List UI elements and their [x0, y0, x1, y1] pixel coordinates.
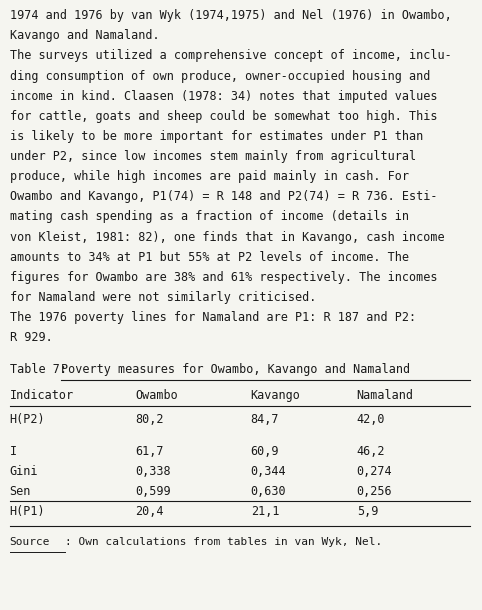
Text: 46,2: 46,2 — [357, 445, 385, 458]
Text: 0,344: 0,344 — [251, 465, 286, 478]
Text: Table 7:: Table 7: — [10, 364, 74, 376]
Text: von Kleist, 1981: 82), one finds that in Kavango, cash income: von Kleist, 1981: 82), one finds that in… — [10, 231, 444, 243]
Text: Owambo and Kavango, P1(74) = R 148 and P2(74) = R 736. Esti-: Owambo and Kavango, P1(74) = R 148 and P… — [10, 190, 437, 203]
Text: under P2, since low incomes stem mainly from agricultural: under P2, since low incomes stem mainly … — [10, 150, 416, 163]
Text: R 929.: R 929. — [10, 331, 53, 344]
Text: Indicator: Indicator — [10, 389, 74, 401]
Text: 80,2: 80,2 — [135, 414, 163, 426]
Text: Kavango: Kavango — [251, 389, 300, 401]
Text: 42,0: 42,0 — [357, 414, 385, 426]
Text: Poverty measures for Owambo, Kavango and Namaland: Poverty measures for Owambo, Kavango and… — [61, 364, 410, 376]
Text: Gini: Gini — [10, 465, 38, 478]
Text: for Namaland were not similarly criticised.: for Namaland were not similarly criticis… — [10, 291, 316, 304]
Text: 60,9: 60,9 — [251, 445, 279, 458]
Text: 84,7: 84,7 — [251, 414, 279, 426]
Text: 1974 and 1976 by van Wyk (1974,1975) and Nel (1976) in Owambo,: 1974 and 1976 by van Wyk (1974,1975) and… — [10, 9, 451, 22]
Text: H(P2): H(P2) — [10, 414, 45, 426]
Text: I: I — [10, 445, 17, 458]
Text: Kavango and Namaland.: Kavango and Namaland. — [10, 29, 159, 42]
Text: 5,9: 5,9 — [357, 505, 378, 518]
Text: 61,7: 61,7 — [135, 445, 163, 458]
Text: mating cash spending as a fraction of income (details in: mating cash spending as a fraction of in… — [10, 210, 409, 223]
Text: 20,4: 20,4 — [135, 505, 163, 518]
Text: 0,274: 0,274 — [357, 465, 392, 478]
Text: H(P1): H(P1) — [10, 505, 45, 518]
Text: The surveys utilized a comprehensive concept of income, inclu-: The surveys utilized a comprehensive con… — [10, 49, 451, 62]
Text: Sen: Sen — [10, 485, 31, 498]
Text: Namaland: Namaland — [357, 389, 414, 401]
Text: is likely to be more important for estimates under P1 than: is likely to be more important for estim… — [10, 130, 423, 143]
Text: 0,338: 0,338 — [135, 465, 171, 478]
Text: income in kind. Claasen (1978: 34) notes that imputed values: income in kind. Claasen (1978: 34) notes… — [10, 90, 437, 102]
Text: : Own calculations from tables in van Wyk, Nel.: : Own calculations from tables in van Wy… — [65, 537, 382, 547]
Text: 21,1: 21,1 — [251, 505, 279, 518]
Text: The 1976 poverty lines for Namaland are P1: R 187 and P2:: The 1976 poverty lines for Namaland are … — [10, 311, 416, 324]
Text: Owambo: Owambo — [135, 389, 178, 401]
Text: figures for Owambo are 38% and 61% respectively. The incomes: figures for Owambo are 38% and 61% respe… — [10, 271, 437, 284]
Text: produce, while high incomes are paid mainly in cash. For: produce, while high incomes are paid mai… — [10, 170, 409, 183]
Text: amounts to 34% at P1 but 55% at P2 levels of income. The: amounts to 34% at P1 but 55% at P2 level… — [10, 251, 409, 264]
Text: ding consumption of own produce, owner-occupied housing and: ding consumption of own produce, owner-o… — [10, 70, 430, 82]
Text: 0,599: 0,599 — [135, 485, 171, 498]
Text: 0,630: 0,630 — [251, 485, 286, 498]
Text: Source: Source — [10, 537, 50, 547]
Text: 0,256: 0,256 — [357, 485, 392, 498]
Text: for cattle, goats and sheep could be somewhat too high. This: for cattle, goats and sheep could be som… — [10, 110, 437, 123]
